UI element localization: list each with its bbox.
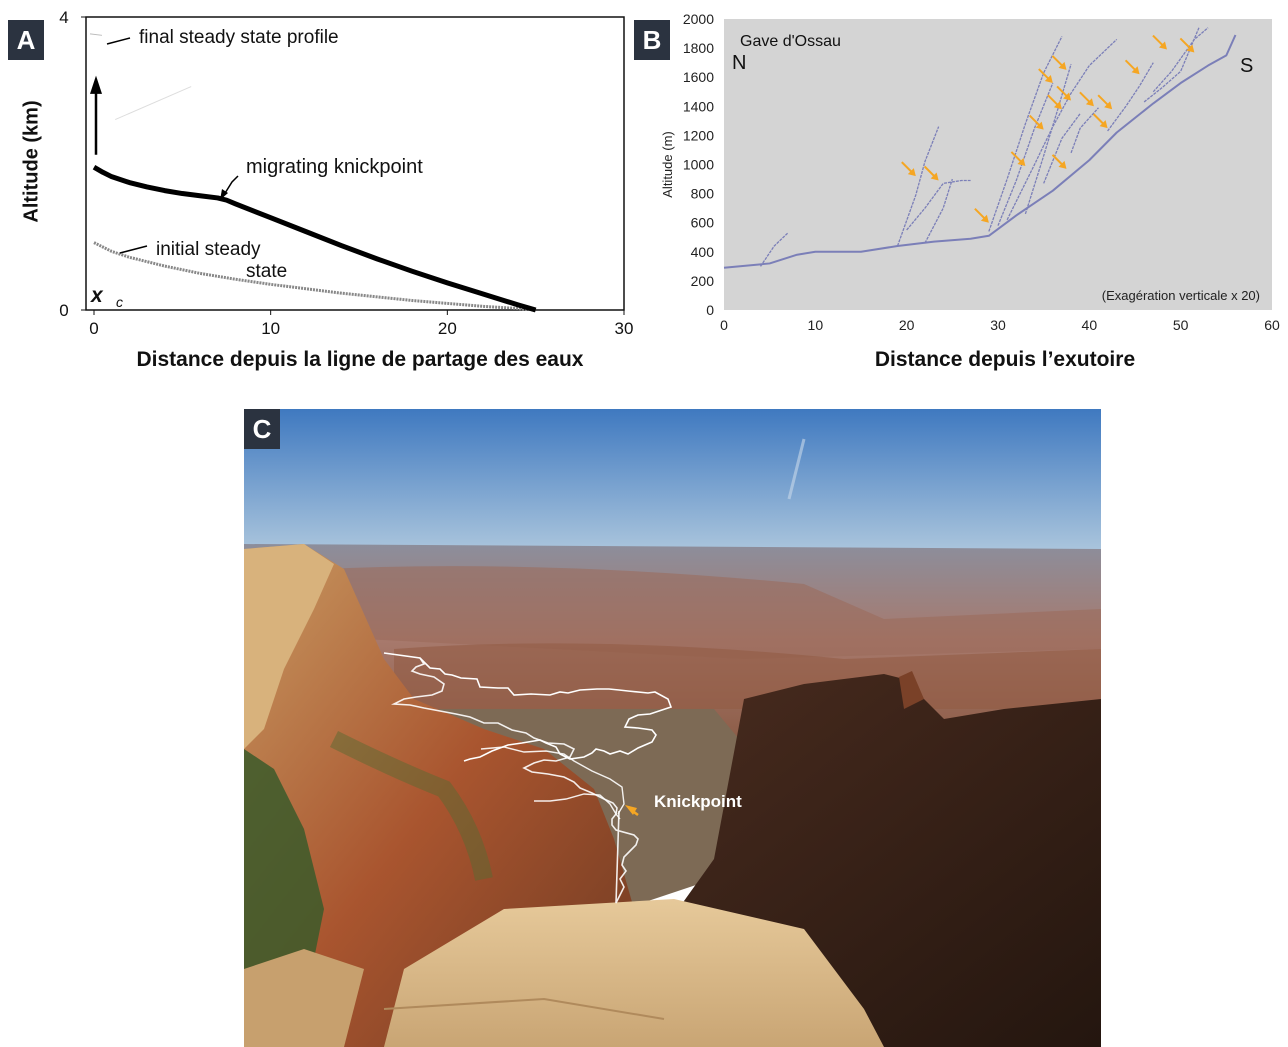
grand-canyon-photo: C Knickpoint xyxy=(244,409,1101,1047)
knickpoint-arrowhead-icon xyxy=(1063,92,1072,101)
series-tributary xyxy=(1107,62,1154,132)
initial-leader xyxy=(119,245,148,254)
chart-a-xlabel: Distance depuis la ligne de partage des … xyxy=(136,348,584,371)
chart-b-ylabel: Altitude (m) xyxy=(660,131,675,197)
final-profile-hint xyxy=(115,86,192,121)
annotation-initial-2: state xyxy=(246,261,287,282)
chart-a-frame xyxy=(85,16,625,311)
knickpoint-arrowhead-icon xyxy=(1035,121,1044,130)
label-north: N xyxy=(732,52,746,74)
chart-a-ylabel: Altitude (km) xyxy=(20,100,43,223)
y-tick-label: 800 xyxy=(691,186,715,202)
series-tributary xyxy=(1024,63,1072,215)
x-tick-label: 20 xyxy=(438,319,457,338)
y-tick-label: 1600 xyxy=(683,69,714,85)
knickpoint-arrowhead-icon xyxy=(930,172,939,181)
chart-b-xlabel: Distance depuis l’exutoire xyxy=(874,348,1136,371)
label-south: S xyxy=(1240,55,1253,77)
x-tick-label: 60 xyxy=(1264,317,1280,333)
chart-b-note: (Exagération verticale x 20) xyxy=(1102,288,1260,303)
knickpoint-outline xyxy=(383,652,673,762)
knickpoint-arrowhead-icon xyxy=(1085,98,1094,107)
knickpoint-arrowhead-icon xyxy=(1053,101,1062,110)
chart-a: 0 10 20 30 0 4 final steady state profile migra… xyxy=(59,8,634,338)
chart-b: 0 10 20 30 40 50 60020040060080010001200140016… xyxy=(660,11,1280,333)
annotation-xc: x xyxy=(90,284,104,307)
x-tick-label: 10 xyxy=(808,317,824,333)
x-tick-label: 0 xyxy=(89,319,98,338)
series-tributary xyxy=(1043,113,1081,184)
annotation-knickpoint: migrating knickpoint xyxy=(246,156,423,178)
x-tick-label: 40 xyxy=(1082,317,1098,333)
series-tributary xyxy=(924,178,953,244)
series-tributary xyxy=(1006,38,1118,221)
knickpoint-arrowhead-icon xyxy=(1044,75,1053,84)
y-tick-label: 1400 xyxy=(683,98,714,114)
knickpoint-arrowhead-icon xyxy=(1058,160,1067,169)
series-tributary xyxy=(1070,107,1099,154)
chart-b-title: Gave d'Ossau xyxy=(740,33,841,50)
y-tick-label: 2000 xyxy=(683,11,714,27)
knickpoint-arrowhead-icon xyxy=(1131,66,1140,75)
series-initial-steady-state xyxy=(93,241,536,312)
series-tributary xyxy=(1152,27,1209,93)
uplift-arrowhead-icon xyxy=(90,75,102,94)
knickpoint-arrowhead-icon xyxy=(907,168,916,177)
series-tributary xyxy=(906,179,971,231)
knickpoint-arrowhead-icon xyxy=(1158,41,1167,50)
canyon-landscape xyxy=(244,409,1101,1047)
y-tick-label: 200 xyxy=(691,273,715,289)
y-tick-label: 1000 xyxy=(683,157,714,173)
y-tick-label: 400 xyxy=(691,244,715,260)
annotation-xc-sub: c xyxy=(116,294,123,310)
series-tributary xyxy=(997,82,1054,226)
panel-c-tag: C xyxy=(244,409,280,449)
x-tick-label: 0 xyxy=(720,317,728,333)
knickpoint-arrowhead-icon xyxy=(1186,44,1195,53)
annotation-final: final steady state profile xyxy=(139,27,339,48)
knickpoint-arrowhead-icon xyxy=(1104,101,1113,110)
x-tick-label: 50 xyxy=(1173,317,1189,333)
x-tick-label: 20 xyxy=(899,317,915,333)
x-tick-label: 30 xyxy=(990,317,1006,333)
final-profile-hint xyxy=(89,33,103,36)
knickpoint-arrowhead-icon xyxy=(1058,61,1067,70)
knick-arrowhead-icon xyxy=(220,189,228,200)
panel-a-tag: A xyxy=(8,20,44,60)
series-migrating-knickpoint xyxy=(92,165,537,313)
knickpoint-label: Knickpoint xyxy=(654,792,742,811)
y-tick-label: 0 xyxy=(706,302,714,318)
final-leader xyxy=(106,37,131,45)
x-tick-label: 30 xyxy=(615,319,634,338)
y-tick-label: 1800 xyxy=(683,40,714,56)
knickpoint-arrowhead-icon xyxy=(1099,120,1108,129)
x-tick-label: 10 xyxy=(261,319,280,338)
series-tributary xyxy=(988,36,1063,232)
knickpoint-arrowhead-icon xyxy=(1017,157,1026,166)
series-tributary xyxy=(759,232,789,267)
y-tick-label: 600 xyxy=(691,215,715,231)
y-tick-label: 0 xyxy=(59,301,68,320)
y-tick-label: 1200 xyxy=(683,127,714,143)
chart-b-plot-area xyxy=(724,19,1272,310)
y-tick-label: 4 xyxy=(59,8,68,27)
panel-b-tag: B xyxy=(634,20,670,60)
annotation-initial-1: initial steady xyxy=(156,239,261,260)
series-main-river xyxy=(723,34,1237,269)
knickpoint-arrowhead-icon xyxy=(980,214,989,223)
